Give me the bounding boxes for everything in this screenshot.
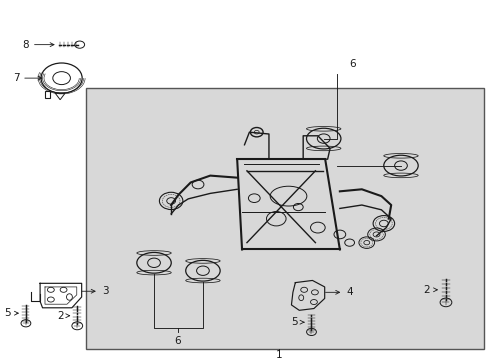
Text: 3: 3	[102, 286, 109, 296]
Text: 2: 2	[423, 285, 429, 295]
Text: 4: 4	[346, 287, 353, 297]
Text: 8: 8	[22, 40, 29, 50]
Text: 5: 5	[4, 308, 11, 318]
Text: 5: 5	[290, 317, 297, 327]
Bar	[85, 88, 483, 349]
Text: 6: 6	[174, 336, 181, 346]
Text: 6: 6	[348, 59, 355, 69]
Text: 7: 7	[13, 73, 20, 83]
Text: 1: 1	[275, 350, 282, 360]
Text: 2: 2	[57, 311, 63, 321]
